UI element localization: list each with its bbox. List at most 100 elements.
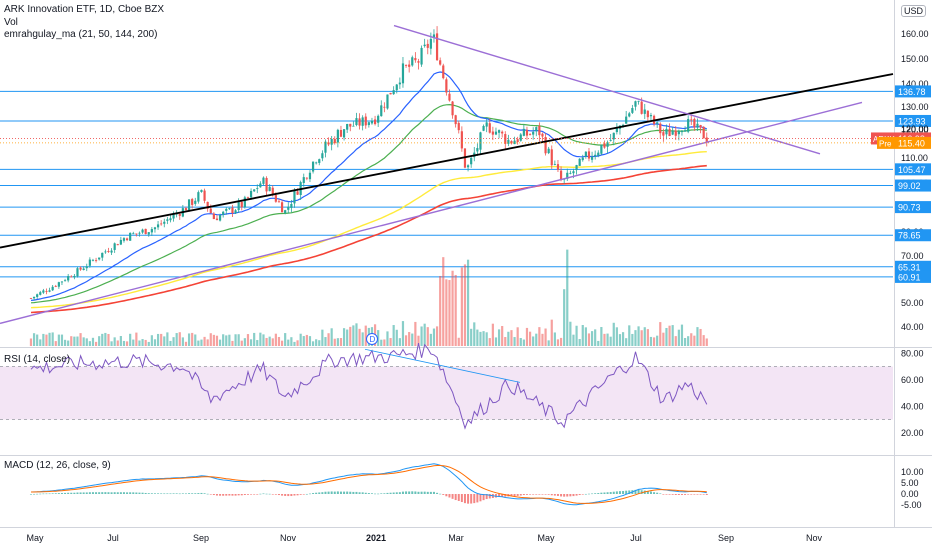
candle-body: [665, 128, 668, 135]
candle-body: [305, 177, 308, 179]
volume-bar: [479, 331, 482, 346]
rsi-band: [0, 366, 893, 420]
macd-histogram-bar: [674, 494, 677, 495]
candle-body: [674, 130, 677, 136]
macd-histogram-bar: [48, 493, 51, 495]
volume-bar: [398, 338, 401, 346]
candle-body: [355, 118, 358, 125]
volume-bar: [57, 334, 60, 346]
volume-bar: [330, 328, 333, 346]
macd-histogram-bar: [203, 493, 206, 494]
volume-bar: [215, 335, 219, 346]
macd-histogram-bar: [222, 494, 225, 496]
volume-bar: [677, 329, 680, 346]
time-tick-label: Sep: [718, 533, 734, 543]
candle-body: [259, 183, 262, 188]
candle-body: [367, 122, 370, 126]
candle-body: [373, 119, 377, 125]
macd-histogram-bar: [259, 493, 262, 495]
level-label: 78.65: [898, 231, 921, 241]
macd-line: [30, 463, 707, 506]
candle-body: [76, 268, 79, 277]
macd-label[interactable]: MACD (12, 26, close, 9): [4, 460, 111, 471]
macd-histogram-bar: [646, 491, 649, 494]
symbol-title[interactable]: ARK Innovation ETF, 1D, Cboe BZX: [4, 4, 165, 15]
volume-bar: [259, 332, 262, 346]
volume-bar: [194, 334, 197, 346]
volume-bar: [163, 336, 166, 346]
volume-bar: [392, 325, 395, 346]
volume-bar: [401, 321, 405, 346]
macd-tick-label: 0.00: [901, 489, 919, 499]
ma200-line: [30, 164, 707, 314]
macd-histogram-bar: [51, 493, 54, 494]
candle-body: [621, 124, 625, 126]
candle-body: [414, 58, 417, 61]
currency-button[interactable]: USD: [900, 5, 926, 17]
macd-histogram-bar: [575, 494, 578, 496]
candle-body: [85, 266, 88, 269]
event-marker-label: D: [370, 335, 376, 344]
volume-bar: [532, 336, 535, 346]
volume-bar: [91, 337, 95, 346]
ma21-line: [30, 71, 708, 301]
candle-body: [243, 197, 246, 207]
macd-histogram-bar: [653, 492, 656, 494]
macd-histogram-bar: [529, 494, 532, 495]
volume-bar: [671, 325, 674, 346]
candle-body: [566, 172, 569, 179]
premarket-tag: [877, 136, 895, 149]
ma50-line: [30, 103, 707, 304]
candle-body: [699, 125, 702, 128]
rsi-label[interactable]: RSI (14, close): [4, 354, 71, 365]
volume-bar: [153, 339, 157, 346]
candle-body: [556, 164, 560, 170]
candle-body: [296, 191, 299, 195]
candle-body: [519, 134, 522, 141]
volume-bar: [88, 341, 91, 346]
candle-body: [435, 33, 439, 61]
volume-bar: [426, 327, 429, 346]
macd-histogram-bar: [197, 493, 200, 494]
volume-label[interactable]: Vol: [4, 16, 18, 28]
volume-bar: [559, 337, 563, 346]
macd-histogram-bar: [485, 494, 488, 500]
candle-body: [163, 221, 166, 224]
macd-histogram-bar: [343, 491, 346, 494]
macd-histogram-bar: [188, 493, 191, 494]
macd-histogram-bar: [451, 494, 454, 499]
volume-bar: [240, 340, 243, 346]
volume-bar: [160, 333, 163, 346]
macd-histogram-bar: [457, 494, 460, 501]
macd-histogram-bar: [336, 491, 339, 494]
macd-histogram-bar: [662, 494, 665, 495]
candle-body: [507, 139, 510, 144]
macd-histogram-bar: [33, 493, 36, 495]
macd-histogram-bar: [634, 489, 637, 494]
candle-body: [445, 79, 448, 93]
volume-bar: [287, 339, 290, 346]
volume-bar: [249, 339, 253, 346]
candle-body: [358, 118, 361, 126]
volume-bar: [364, 325, 367, 346]
macd-histogram-bar: [572, 494, 575, 497]
macd-histogram-bar: [656, 492, 659, 494]
time-tick-label: May: [537, 533, 555, 543]
candle-body: [606, 142, 609, 147]
volume-bar: [197, 340, 200, 346]
macd-histogram-bar: [135, 492, 138, 494]
ma-label[interactable]: emrahgulay_ma (21, 50, 144, 200): [4, 29, 158, 40]
candle-body: [187, 199, 191, 211]
candle-body: [491, 131, 494, 135]
macd-histogram-bar: [538, 494, 541, 495]
volume-bar: [156, 333, 160, 346]
candle-body: [423, 44, 426, 47]
macd-histogram-bar: [141, 492, 144, 494]
candle-body: [42, 290, 45, 293]
price-tick-label: 150.00: [901, 54, 929, 64]
candle-body: [60, 281, 64, 283]
candle-body: [262, 177, 265, 184]
macd-histogram-bar: [76, 492, 79, 494]
volume-bar: [361, 332, 364, 346]
